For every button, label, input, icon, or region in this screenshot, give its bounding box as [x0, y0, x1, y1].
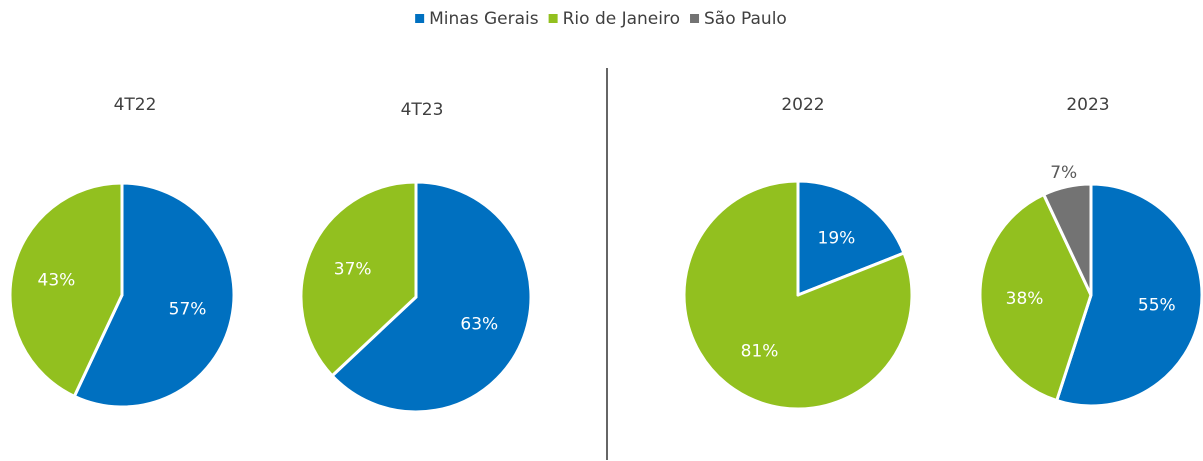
data-label: 37%: [334, 260, 372, 280]
pie-title: 4T23: [401, 100, 444, 120]
legend-label: Minas Gerais: [429, 9, 539, 29]
pie-title: 4T22: [114, 95, 157, 115]
legend-swatch: [690, 14, 700, 23]
pie-slice: [72, 181, 236, 409]
pie-slice: [978, 193, 1093, 403]
pie-slice: [682, 179, 914, 411]
legend-swatch: [415, 14, 425, 23]
data-label: 38%: [1006, 289, 1044, 309]
legend-swatch: [548, 14, 558, 23]
pie-slice: [299, 180, 418, 378]
pie-slice: [330, 180, 533, 414]
data-label: 57%: [169, 300, 207, 320]
pie-slice: [1042, 182, 1093, 297]
legend-label: Rio de Janeiro: [563, 9, 680, 29]
pie-slice: [796, 179, 906, 297]
pie-slice: [1055, 182, 1203, 408]
data-label: 43%: [38, 270, 76, 290]
data-label: 55%: [1138, 295, 1176, 315]
data-label: 81%: [741, 342, 779, 362]
legend-label: São Paulo: [704, 9, 787, 29]
data-label: 7%: [1050, 163, 1077, 183]
data-label: 63%: [460, 314, 498, 334]
pie-title: 2023: [1066, 95, 1109, 115]
data-label: 19%: [818, 228, 856, 248]
pie-slice: [8, 181, 124, 398]
pie-title: 2022: [781, 95, 824, 115]
